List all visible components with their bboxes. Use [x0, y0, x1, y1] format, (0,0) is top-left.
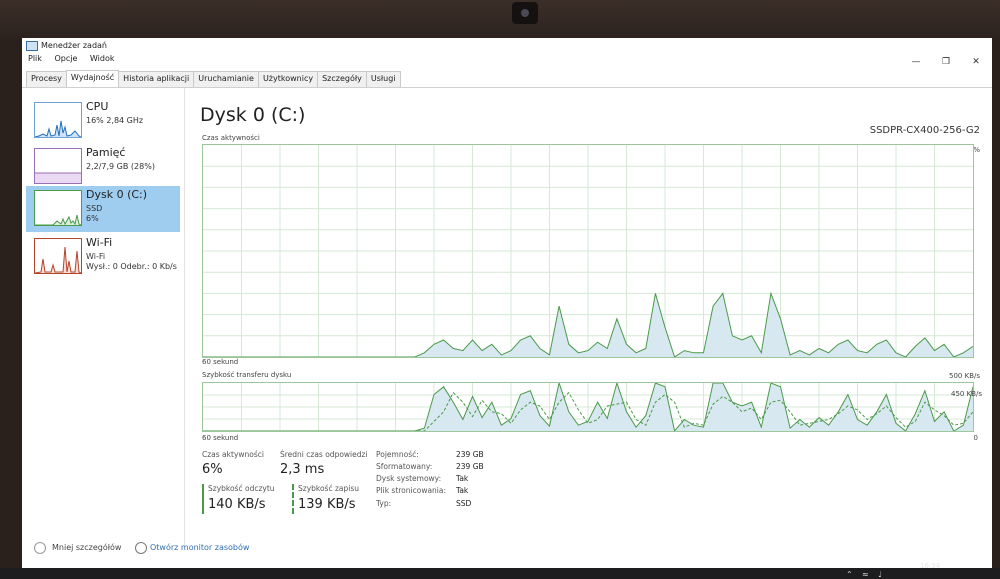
- transfer-max-label: 500 KB/s: [949, 372, 980, 380]
- prop-type-value: SSD: [456, 499, 472, 508]
- read-rate-value: 140 KB/s: [208, 497, 266, 512]
- tab-strip: Procesy Wydajność Historia aplikacji Uru…: [26, 70, 401, 87]
- transfer-chart: [202, 381, 974, 433]
- fewer-details-link[interactable]: Mniej szczegółów: [52, 543, 122, 552]
- transfer-chart-label: Szybkość transferu dysku: [202, 371, 292, 379]
- tab-performance[interactable]: Wydajność: [65, 70, 120, 87]
- tab-app-history[interactable]: Historia aplikacji: [118, 71, 195, 87]
- tab-divider: [22, 87, 992, 88]
- cpu-thumbnail-graph: [34, 102, 82, 138]
- disk-model: SSDPR-CX400-256-G2: [869, 125, 980, 136]
- task-manager-window: Menedżer zadań — ❐ ✕ Plik Opcje Widok Pr…: [22, 38, 992, 568]
- volume-tray-icon[interactable]: ♩: [878, 570, 882, 579]
- transfer-time-label: 60 sekund: [202, 434, 239, 442]
- sidebar-item-detail: Wysł.: 0 Odebr.: 0 Kb/s: [86, 262, 177, 271]
- menu-bar: Plik Opcje Widok: [22, 54, 118, 68]
- tab-services[interactable]: Usługi: [365, 71, 401, 87]
- taskbar-clock[interactable]: 16:34: [920, 562, 941, 570]
- menu-file[interactable]: Plik: [28, 54, 42, 63]
- sidebar-item-detail: 16% 2,84 GHz: [86, 116, 144, 125]
- prop-type-label: Typ:: [376, 499, 392, 508]
- menu-options[interactable]: Opcje: [54, 54, 78, 63]
- prop-capacity-label: Pojemność:: [376, 450, 419, 459]
- read-rate-indicator: [202, 484, 204, 514]
- response-time-value: 2,3 ms: [280, 462, 325, 477]
- read-rate-label: Szybkość odczytu: [208, 484, 275, 493]
- disk-thumbnail-graph: [34, 190, 82, 226]
- transfer-min-label: 0: [973, 434, 978, 442]
- prop-pagefile-value: Tak: [456, 486, 469, 495]
- window-title: Menedżer zadań: [41, 41, 107, 50]
- active-time-value: 6%: [202, 462, 223, 477]
- activity-chart-label: Czas aktywności: [202, 134, 260, 142]
- webcam: [512, 2, 538, 24]
- transfer-read-area: [203, 383, 973, 431]
- menu-view[interactable]: Widok: [89, 54, 115, 63]
- transfer-chart-svg: [203, 381, 974, 433]
- sidebar-item-detail: 6%: [86, 214, 99, 223]
- activity-chart-svg: [203, 145, 974, 358]
- sidebar-item-wifi[interactable]: Wi-Fi Wi-Fi Wysł.: 0 Odebr.: 0 Kb/s: [26, 234, 180, 280]
- tab-details[interactable]: Szczegóły: [317, 71, 367, 87]
- chevron-up-tray-icon[interactable]: ⌃: [846, 570, 853, 579]
- write-rate-value: 139 KB/s: [298, 497, 356, 512]
- resource-monitor-link[interactable]: Otwórz monitor zasobów: [150, 543, 250, 552]
- write-rate-indicator: [292, 484, 294, 514]
- prop-formatted-label: Sformatowany:: [376, 462, 433, 471]
- title-bar: Menedżer zadań: [22, 38, 992, 54]
- sidebar-item-detail: Wi-Fi: [86, 252, 106, 261]
- resource-monitor-icon: [135, 542, 147, 554]
- sidebar-item-disk[interactable]: Dysk 0 (C:) SSD 6%: [26, 186, 180, 232]
- close-icon[interactable]: ✕: [972, 57, 980, 67]
- sidebar-item-label: Pamięć: [86, 146, 126, 159]
- performance-sidebar: CPU 16% 2,84 GHz Pamięć 2,2/7,9 GB (28%)…: [22, 88, 185, 548]
- active-time-label: Czas aktywności: [202, 450, 264, 459]
- tab-processes[interactable]: Procesy: [26, 71, 67, 87]
- laptop-bezel: [0, 0, 1000, 38]
- wifi-thumbnail-graph: [34, 238, 82, 274]
- write-rate-label: Szybkość zapisu: [298, 484, 360, 493]
- wifi-tray-icon[interactable]: ≈: [862, 570, 869, 579]
- memory-thumbnail-graph: [34, 148, 82, 184]
- footer-bar: Mniej szczegółów Otwórz monitor zasobów: [22, 538, 992, 558]
- prop-pagefile-label: Plik stronicowania:: [376, 486, 447, 495]
- sidebar-item-detail: SSD: [86, 204, 103, 213]
- transfer-mid-label: 450 KB/s: [951, 390, 982, 398]
- prop-formatted-value: 239 GB: [456, 462, 484, 471]
- sidebar-item-label: Dysk 0 (C:): [86, 188, 148, 201]
- tab-users[interactable]: Użytkownicy: [257, 71, 319, 87]
- prop-capacity-value: 239 GB: [456, 450, 484, 459]
- tab-startup[interactable]: Uruchamianie: [193, 71, 259, 87]
- maximize-icon[interactable]: ❐: [941, 57, 951, 67]
- disk-stats: Czas aktywności 6% Średni czas odpowiedz…: [200, 450, 990, 530]
- minimize-icon[interactable]: —: [911, 57, 921, 67]
- activity-area: [203, 293, 973, 357]
- prop-system-disk-value: Tak: [456, 474, 469, 483]
- task-manager-icon: [26, 41, 38, 51]
- sidebar-item-memory[interactable]: Pamięć 2,2/7,9 GB (28%): [26, 144, 180, 190]
- sidebar-item-detail: 2,2/7,9 GB (28%): [86, 162, 155, 171]
- sidebar-item-cpu[interactable]: CPU 16% 2,84 GHz: [26, 98, 180, 144]
- activity-chart: [202, 144, 974, 358]
- disk-details-panel: Dysk 0 (C:) SSDPR-CX400-256-G2 Czas akty…: [200, 88, 990, 548]
- page-title: Dysk 0 (C:): [200, 104, 306, 126]
- sidebar-item-label: CPU: [86, 100, 109, 113]
- response-time-label: Średni czas odpowiedzi: [280, 450, 368, 459]
- chevron-up-icon[interactable]: [34, 542, 46, 554]
- taskbar: [0, 568, 1000, 579]
- sidebar-item-label: Wi-Fi: [86, 236, 113, 249]
- activity-time-label: 60 sekund: [202, 358, 239, 366]
- prop-system-disk-label: Dysk systemowy:: [376, 474, 442, 483]
